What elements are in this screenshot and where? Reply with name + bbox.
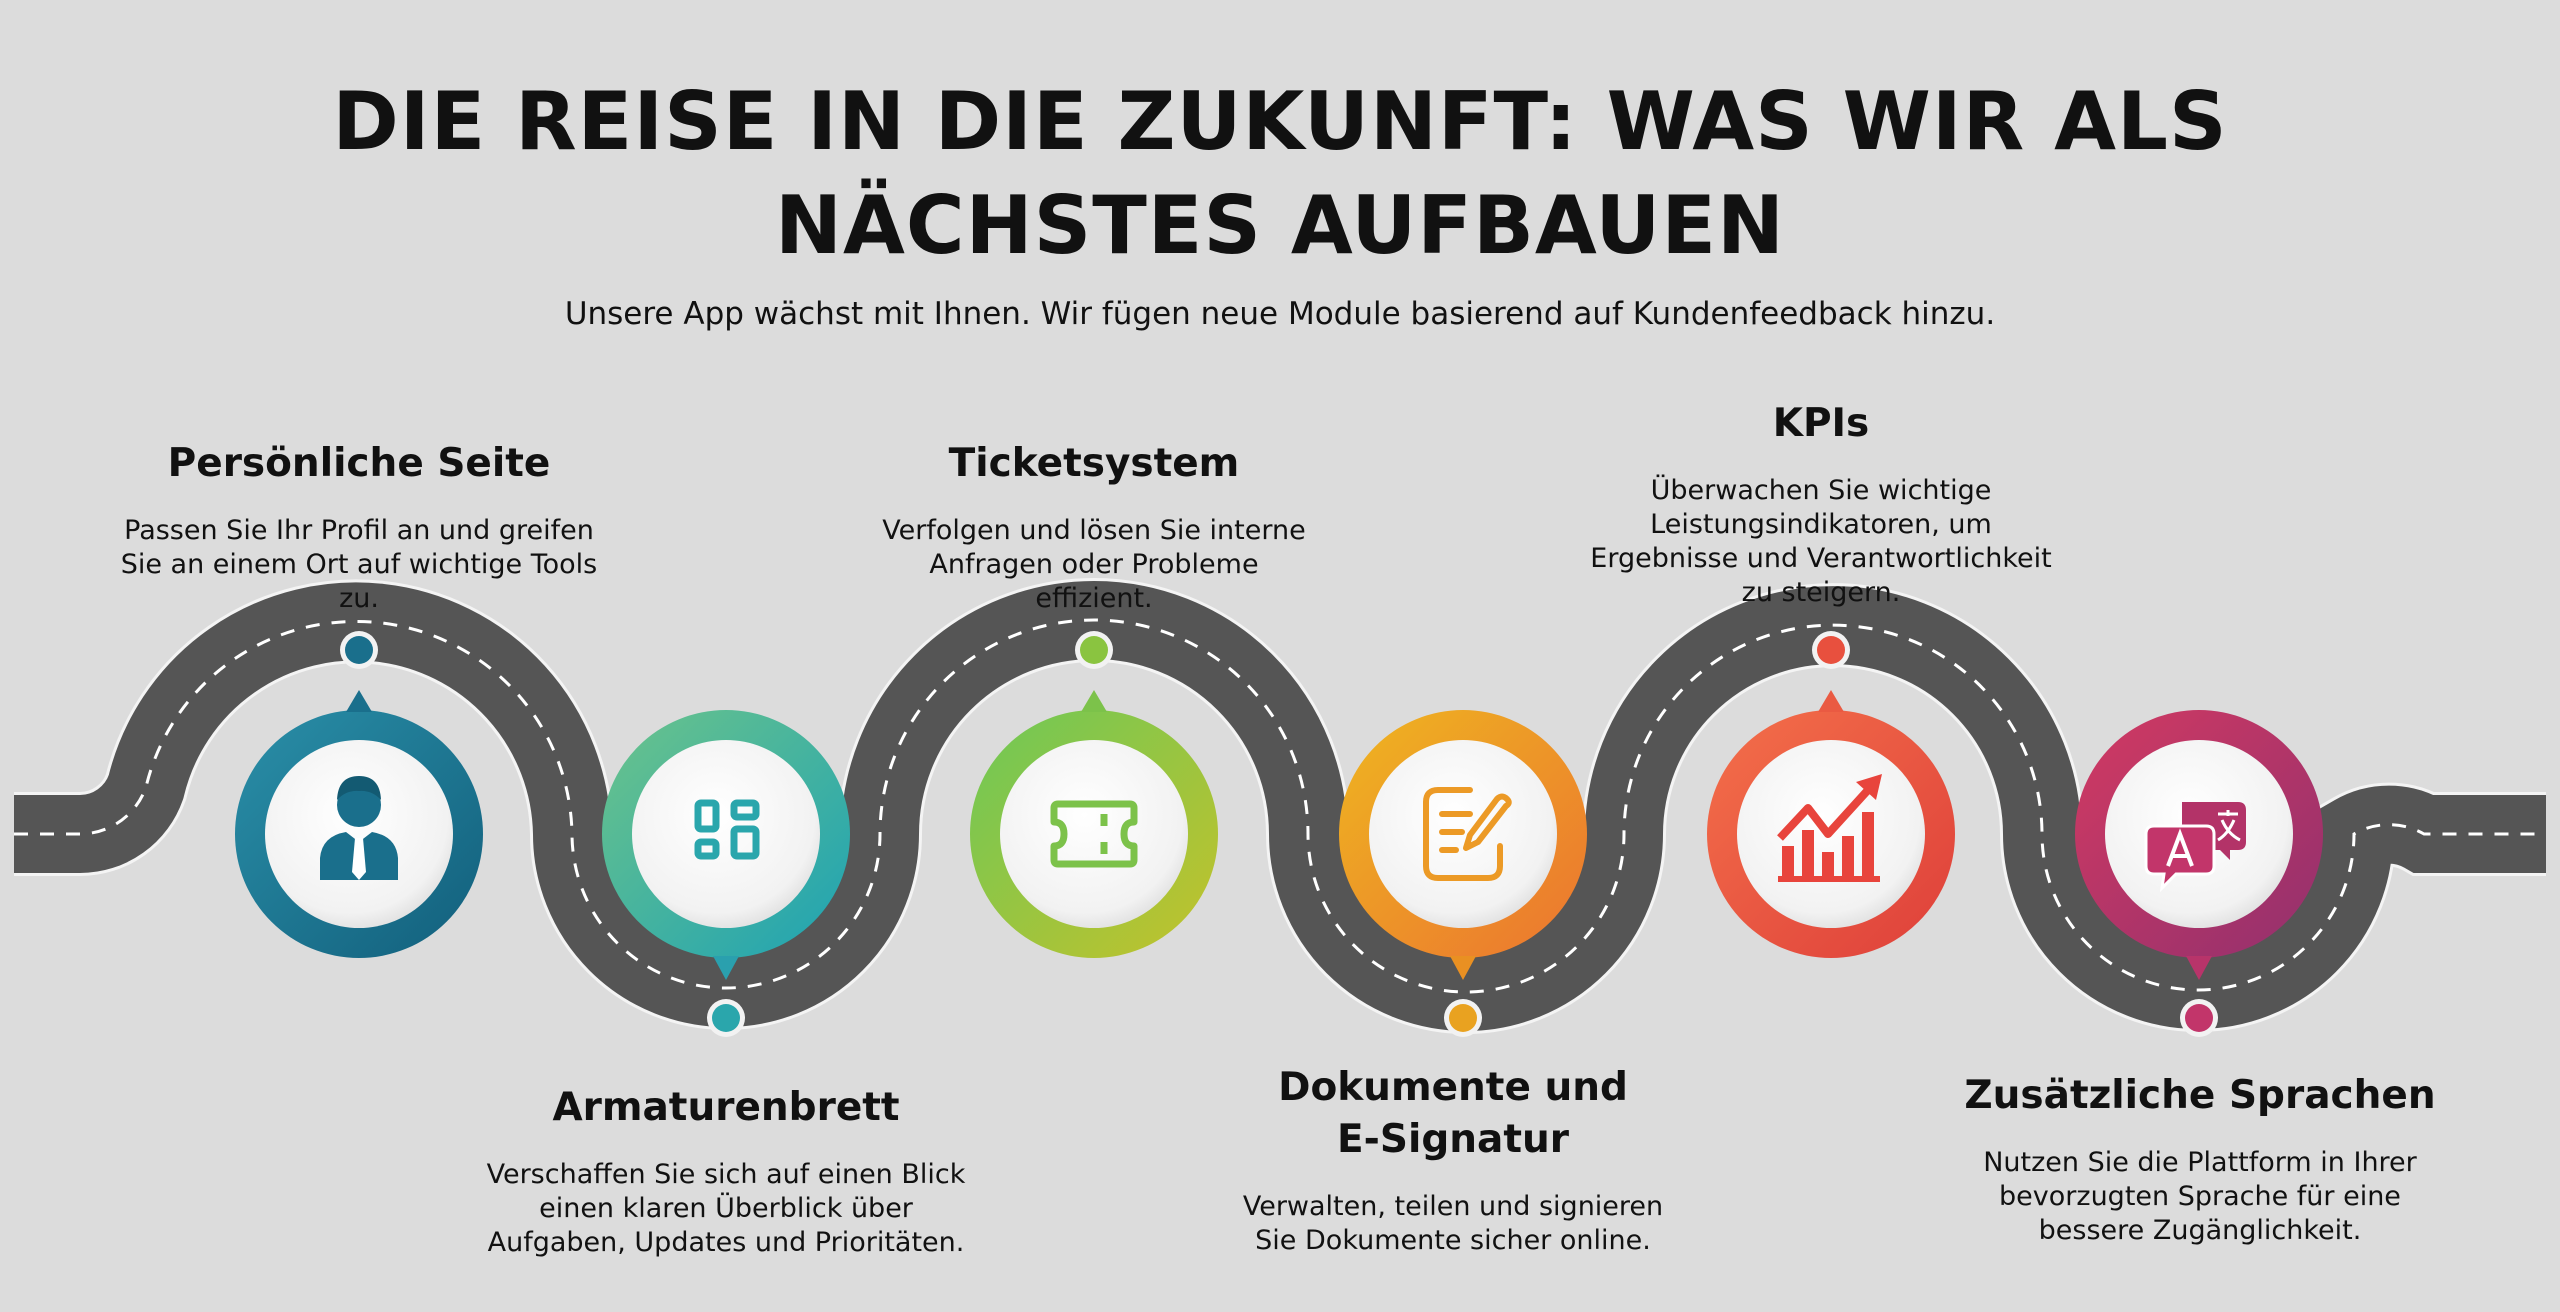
step-5-title: KPIs [1772, 401, 1870, 446]
step-1-marker [235, 631, 483, 958]
page-title-line-2: NÄCHSTES AUFBAUEN [775, 179, 1785, 272]
step-3-marker [970, 631, 1218, 958]
step-4-description: Verwalten, teilen und signieren Sie Doku… [1242, 1191, 1664, 1256]
step-3-text: Ticketsystem Verfolgen und lösen Sie int… [814, 438, 1374, 616]
translate-icon [2144, 802, 2246, 893]
step-6-description: Nutzen Sie die Plattform in Ihrer bevorz… [1983, 1147, 2417, 1246]
step-2-description: Verschaffen Sie sich auf einen Blick ein… [486, 1159, 966, 1258]
growth-chart-icon [1777, 774, 1882, 882]
step-2-text: Armaturenbrett Verschaffen Sie sich auf … [446, 1082, 1006, 1260]
step-2-title: Armaturenbrett [552, 1085, 900, 1130]
step-4-text: Dokumente und E-Signatur Verwalten, teil… [1173, 1062, 1733, 1258]
page-title: DIE REISE IN DIE ZUKUNFT: WAS WIR ALS NÄ… [0, 70, 2560, 278]
step-5-text: KPIs Überwachen Sie wichtige Leistungsin… [1541, 398, 2101, 610]
step-4-marker [1339, 710, 1587, 1037]
step-6-title: Zusätzliche Sprachen [1964, 1073, 2436, 1118]
step-1-description: Passen Sie Ihr Profil an und greifen Sie… [120, 515, 598, 614]
step-3-description: Verfolgen und lösen Sie interne Anfragen… [882, 515, 1306, 614]
page-subtitle: Unsere App wächst mit Ihnen. Wir fügen n… [564, 296, 1996, 332]
user-profile-icon [320, 776, 398, 880]
step-5-description: Überwachen Sie wichtige Leistungsindikat… [1590, 475, 2052, 608]
step-6-text: Zusätzliche Sprachen Nutzen Sie die Plat… [1920, 1070, 2480, 1248]
document-pen-icon [1423, 787, 1512, 881]
step-1-title: Persönliche Seite [167, 441, 551, 486]
step-3-title: Ticketsystem [948, 441, 1240, 486]
step-4-title: Dokumente und E-Signatur [1278, 1065, 1628, 1162]
ticket-icon [1050, 800, 1138, 868]
step-6-marker [2075, 710, 2323, 1037]
road-path [14, 578, 2546, 1034]
dashboard-grid-icon [694, 799, 760, 860]
step-2-marker [602, 710, 850, 1037]
step-5-marker [1707, 631, 1955, 958]
page-title-line-1: DIE REISE IN DIE ZUKUNFT: WAS WIR ALS [332, 75, 2228, 168]
step-1-text: Persönliche Seite Passen Sie Ihr Profil … [79, 438, 639, 616]
